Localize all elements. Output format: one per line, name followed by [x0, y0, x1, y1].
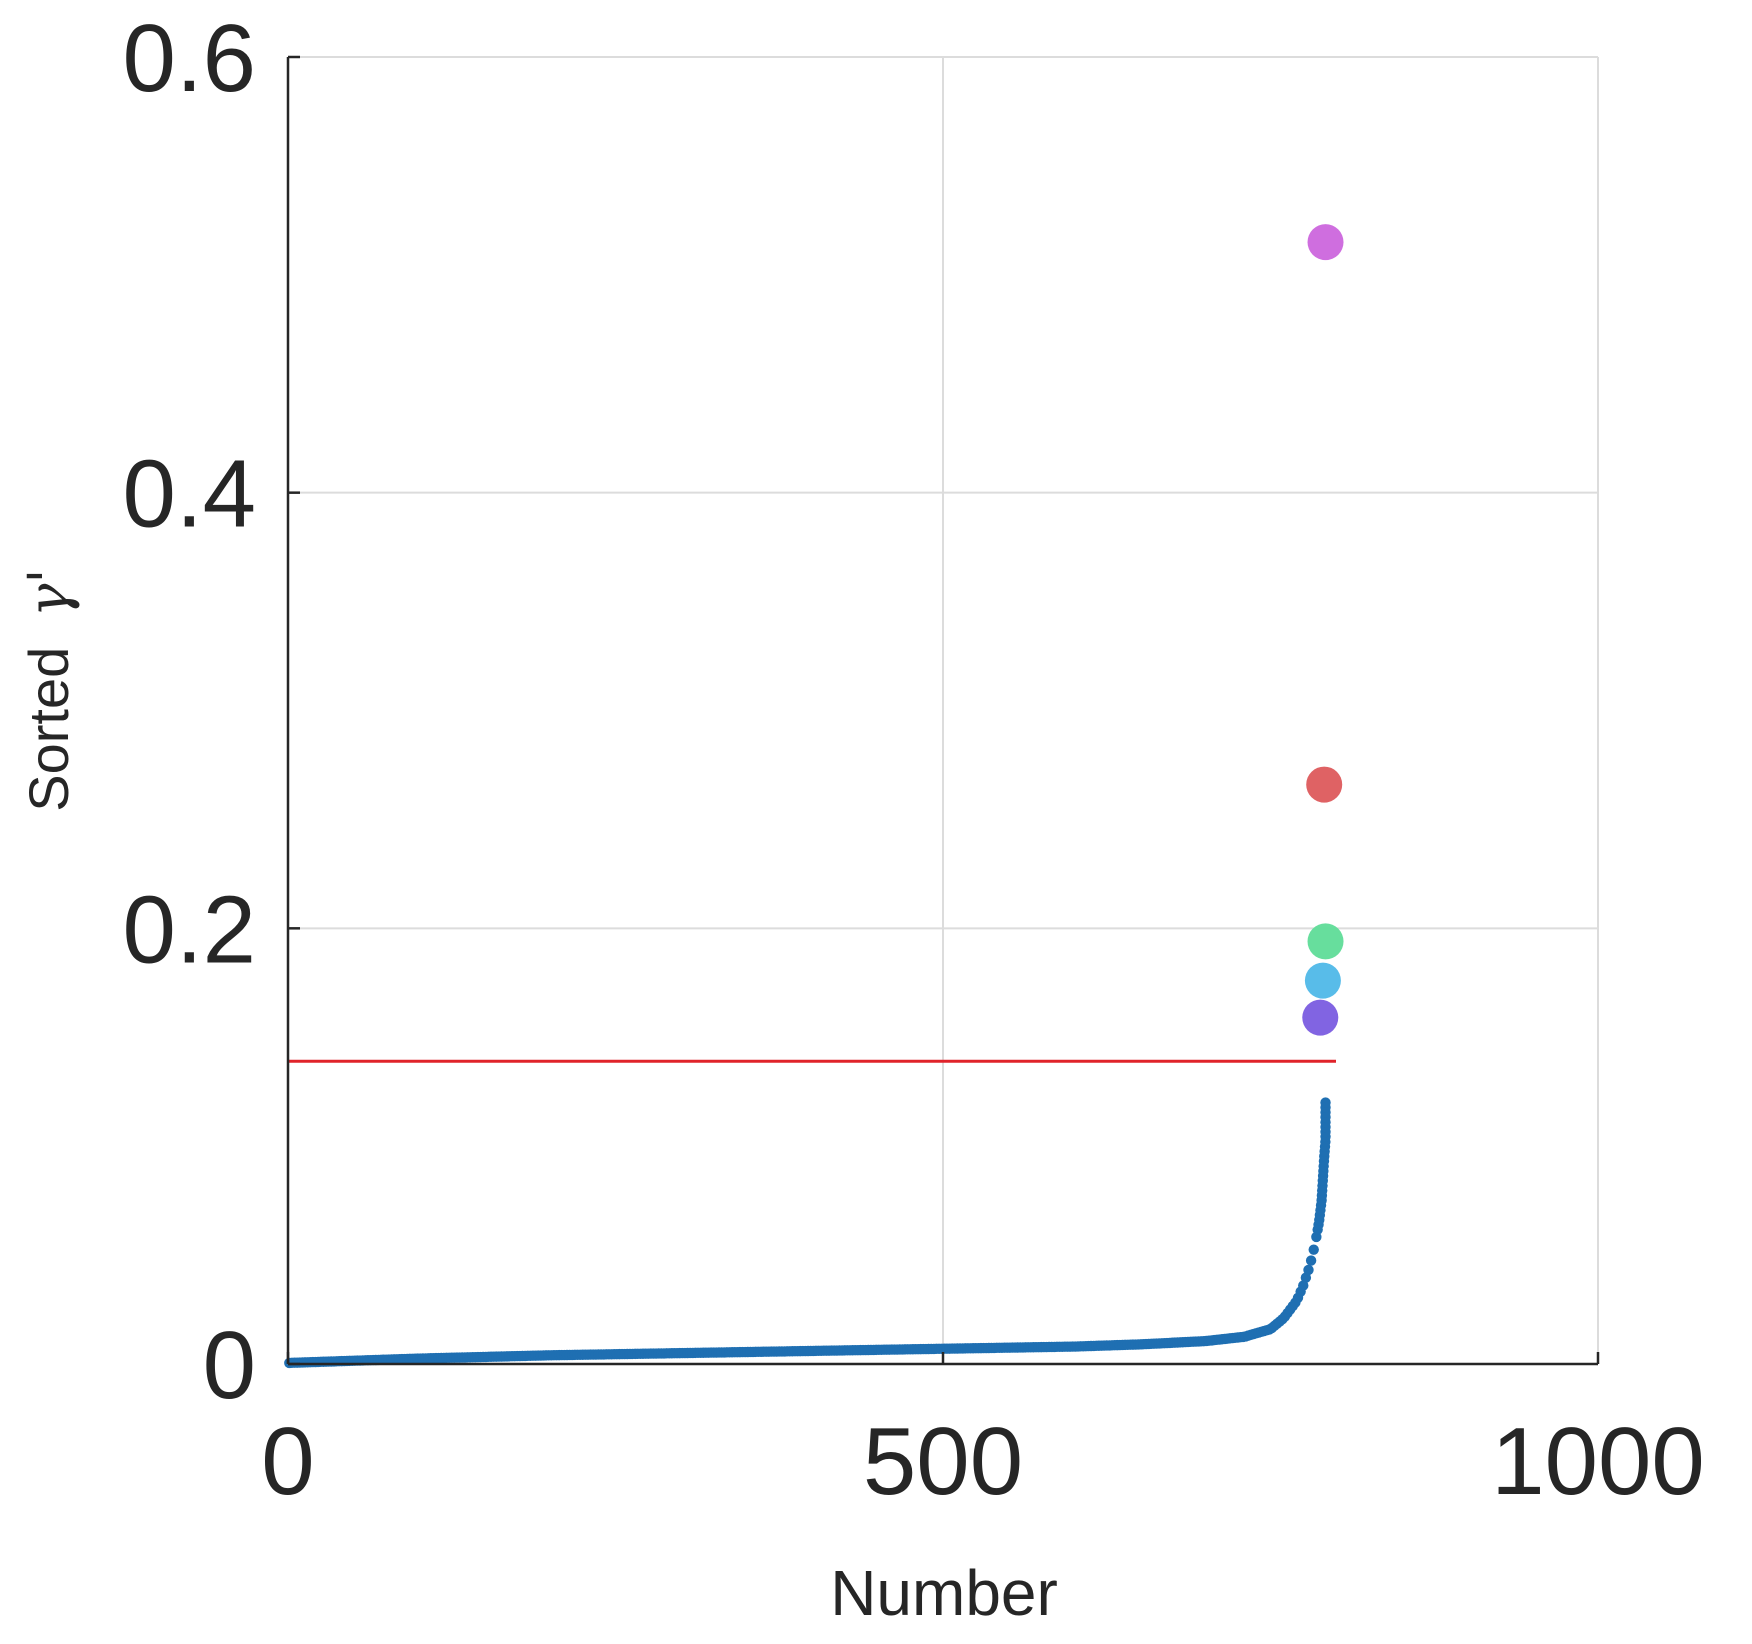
x-tick-label: 0: [261, 1408, 314, 1515]
y-tick-label: 0.2: [123, 876, 256, 983]
y-tick-label: 0.4: [123, 441, 256, 548]
x-tick-label: 500: [863, 1408, 1023, 1515]
highlight-point: [1307, 224, 1344, 261]
svg-text:Sorted γ': Sorted γ': [17, 568, 82, 811]
highlight-point: [1307, 923, 1344, 960]
series-point: [1320, 1097, 1331, 1108]
tick-labels: 0 500 1000 0 0.2 0.4 0.6: [123, 5, 1705, 1515]
y-tick-label: 0.6: [123, 5, 256, 112]
series-point: [1305, 1255, 1317, 1266]
y-axis-label: Sorted: [17, 647, 80, 812]
series-point: [1300, 1272, 1312, 1283]
x-axis-label: Number: [830, 1557, 1058, 1629]
highlighted-points: [1302, 224, 1344, 1036]
axes: [286, 55, 1600, 1366]
y-tick-label: 0: [203, 1312, 256, 1419]
sorted-series: [284, 1097, 1331, 1369]
y-axis-label-group: Sorted γ': [17, 568, 82, 811]
y-axis-symbol: γ': [17, 568, 82, 617]
highlight-point: [1302, 999, 1339, 1036]
highlight-point: [1304, 962, 1341, 999]
series-point: [1303, 1264, 1314, 1276]
x-tick-label: 1000: [1491, 1408, 1705, 1515]
series-point: [1298, 1280, 1309, 1291]
series-point: [1308, 1244, 1319, 1255]
highlight-point: [1306, 766, 1343, 803]
